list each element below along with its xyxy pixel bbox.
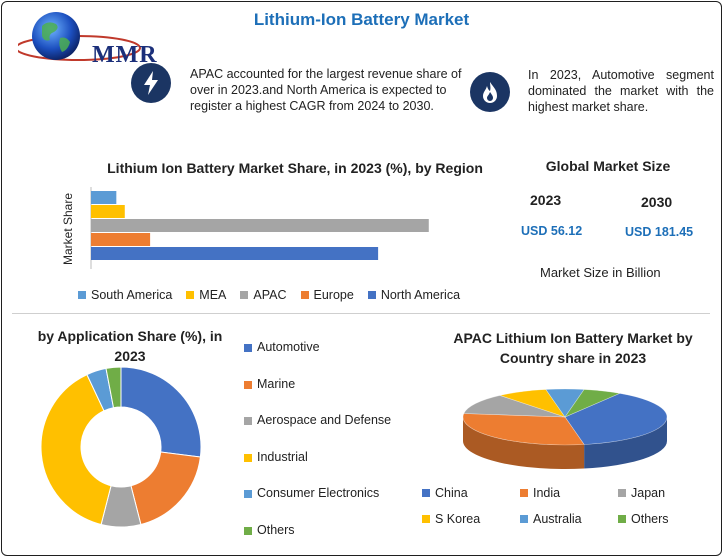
apac-pie-chart bbox=[462, 388, 668, 469]
page-title: Lithium-Ion Battery Market bbox=[253, 10, 470, 29]
legend-item-others: Others bbox=[618, 512, 702, 526]
application-donut-chart bbox=[40, 366, 202, 528]
legend-item-others: Others bbox=[244, 523, 414, 560]
y-axis-label: Market Share bbox=[61, 193, 75, 265]
region-bar-chart: Market Share bbox=[61, 187, 429, 269]
legend-item-mea: MEA bbox=[186, 288, 226, 302]
legend-item-north-america: North America bbox=[367, 288, 461, 302]
bar-mea bbox=[91, 205, 125, 218]
legend-item-apac: APAC bbox=[240, 288, 287, 302]
side-china bbox=[584, 417, 667, 469]
legend-swatch bbox=[244, 344, 252, 352]
legend-label: India bbox=[533, 486, 561, 500]
legend-swatch bbox=[422, 515, 430, 523]
application-legend: Automotive Marine Aerospace and Defense Ind… bbox=[244, 340, 414, 560]
legend-item-south-america: South America bbox=[78, 288, 172, 302]
legend-label: Australia bbox=[533, 512, 582, 526]
legend-swatch bbox=[244, 453, 252, 462]
legend-swatch bbox=[300, 291, 309, 299]
legend-label: Europe bbox=[313, 288, 354, 302]
legend-item-japan: Japan bbox=[618, 486, 702, 500]
legend-swatch bbox=[244, 417, 252, 426]
legend-label: Automotive bbox=[257, 340, 320, 354]
value-2023: USD 56.12 bbox=[521, 224, 583, 238]
legend-label: South America bbox=[91, 288, 173, 302]
slice-others bbox=[564, 389, 621, 418]
legend-swatch bbox=[78, 291, 86, 299]
legend-swatch bbox=[520, 489, 528, 497]
legend-item-india: India bbox=[520, 486, 618, 500]
value-2030: USD 181.45 bbox=[625, 225, 694, 239]
application-chart-title: by Application Share (%), in 2023 bbox=[37, 328, 223, 364]
slice-others bbox=[105, 366, 122, 409]
legend-item-australia: Australia bbox=[520, 512, 618, 526]
apac-legend: China India Japan S Korea Australia Others bbox=[422, 486, 702, 526]
legend-swatch bbox=[367, 291, 376, 299]
year-2030: 2030 bbox=[641, 194, 673, 210]
slice-india bbox=[462, 413, 585, 446]
legend-swatch bbox=[186, 291, 195, 299]
lightning-icon bbox=[131, 63, 171, 103]
legend-swatch bbox=[240, 291, 249, 299]
region-legend: South America MEA APAC Europe North America bbox=[78, 288, 460, 302]
legend-label: Others bbox=[631, 512, 669, 526]
legend-swatch bbox=[618, 515, 626, 523]
note-apac: APAC accounted for the largest revenue s… bbox=[190, 67, 462, 113]
legend-swatch bbox=[244, 380, 252, 389]
legend-label: Others bbox=[257, 522, 295, 537]
legend-item-industrial: Industrial bbox=[244, 450, 414, 487]
legend-item-marine: Marine bbox=[244, 377, 414, 414]
global-market-title: Global Market Size bbox=[545, 158, 671, 174]
divider bbox=[12, 313, 710, 314]
legend-label: Industrial bbox=[257, 449, 308, 464]
legend-swatch bbox=[422, 489, 430, 497]
slice-marine bbox=[130, 451, 201, 526]
legend-item-consumer-electronics: Consumer Electronics bbox=[244, 486, 414, 523]
bar-north-america bbox=[91, 247, 379, 260]
legend-label: APAC bbox=[253, 288, 287, 302]
flame-icon bbox=[470, 72, 510, 112]
legend-label: Aerospace and Defense bbox=[257, 413, 392, 428]
legend-label: China bbox=[435, 486, 468, 500]
apac-chart-title: APAC Lithium Ion Battery Market by Count… bbox=[453, 330, 693, 366]
legend-label: Japan bbox=[631, 486, 666, 500]
note-automotive: In 2023, Automotive segment dominated th… bbox=[528, 68, 714, 114]
legend-item-s-korea: S Korea bbox=[422, 512, 520, 526]
bar-south-america bbox=[91, 191, 117, 204]
slice-japan bbox=[463, 395, 566, 418]
bar-apac bbox=[91, 219, 429, 232]
legend-swatch bbox=[520, 515, 528, 523]
legend-item-china: China bbox=[422, 486, 520, 500]
legend-label: MEA bbox=[199, 288, 227, 302]
region-chart-title: Lithium Ion Battery Market Share, in 202… bbox=[107, 160, 483, 176]
legend-item-europe: Europe bbox=[300, 288, 354, 302]
year-2023: 2023 bbox=[530, 192, 562, 208]
legend-label: S Korea bbox=[435, 512, 481, 526]
bar-europe bbox=[91, 233, 151, 246]
legend-item-automotive: Automotive bbox=[244, 340, 414, 377]
legend-label: Marine bbox=[257, 376, 296, 391]
legend-label: North America bbox=[380, 288, 461, 302]
legend-swatch bbox=[244, 526, 252, 535]
legend-swatch bbox=[244, 490, 252, 499]
legend-swatch bbox=[618, 489, 626, 497]
market-size-unit: Market Size in Billion bbox=[540, 265, 661, 280]
legend-item-aerospace-and-defense: Aerospace and Defense bbox=[244, 413, 414, 450]
legend-label: Consumer Electronics bbox=[257, 486, 380, 501]
slice-industrial bbox=[40, 373, 112, 526]
slice-automotive bbox=[120, 366, 202, 458]
